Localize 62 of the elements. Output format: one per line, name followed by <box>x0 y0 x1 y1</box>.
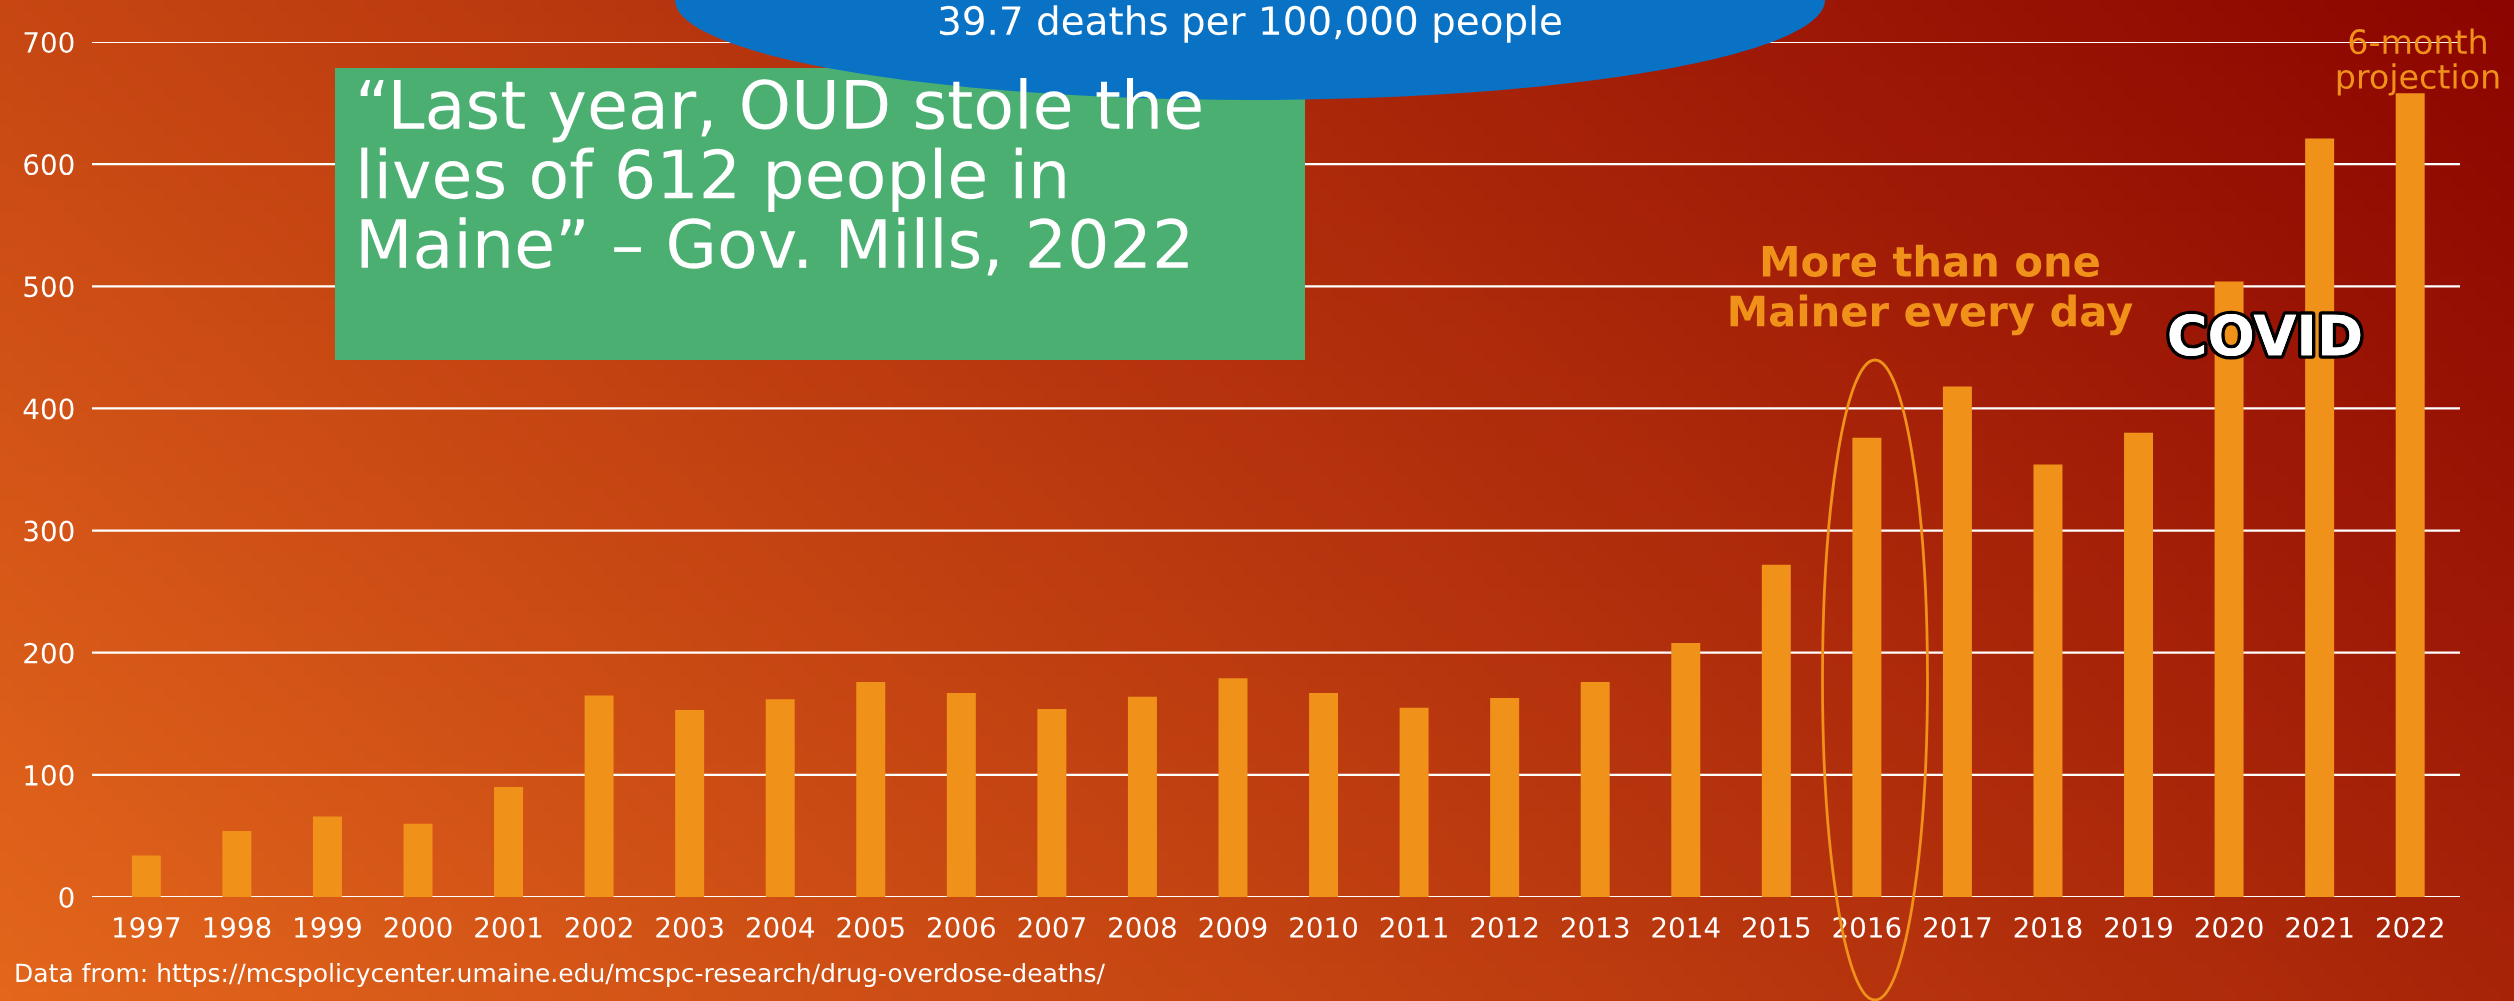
x-tick-label: 2000 <box>384 916 452 938</box>
bar <box>1671 642 1701 897</box>
bar <box>403 823 433 897</box>
bar <box>222 831 252 897</box>
y-tick-label: 300 <box>24 520 74 542</box>
x-tick-label: 2017 <box>1924 916 1991 938</box>
text: Data from: https://mcspolicycenter.umaine.edu/mcspc-research/drug-overdose-deaths/ <box>16 962 1105 988</box>
bar <box>2124 432 2154 897</box>
bar <box>1399 707 1429 897</box>
y-tick-label: 700 <box>24 31 74 53</box>
bar <box>584 695 614 897</box>
x-tick-label: 2022 <box>2376 916 2443 938</box>
bar <box>1580 682 1610 897</box>
x-tick-label: 2011 <box>1380 916 1447 938</box>
bar <box>1490 697 1520 897</box>
x-tick-label: 2016 <box>1833 916 1901 938</box>
x-tick-label: 2009 <box>1199 916 1267 938</box>
bar <box>1761 564 1791 897</box>
x-tick-label: 2002 <box>565 916 632 938</box>
bar <box>856 682 886 897</box>
x-tick-label: 2015 <box>1743 916 1810 938</box>
x-tick-label: 2010 <box>1290 916 1358 938</box>
bar <box>131 855 161 897</box>
x-tick-label: 1999 <box>295 916 361 938</box>
x-tick-label: 2013 <box>1561 916 1629 938</box>
y-tick-label: 200 <box>24 642 74 664</box>
x-tick-label: 2018 <box>2014 916 2082 938</box>
x-tick-label: 2004 <box>746 916 814 938</box>
x-tick-label: 2007 <box>1018 916 1085 938</box>
annotation: More than one Mainer every day <box>1730 244 2133 336</box>
bar <box>1852 437 1882 897</box>
annotation: COVID <box>2169 314 2361 357</box>
x-tick-label: 2001 <box>475 916 542 938</box>
bar <box>675 710 705 897</box>
bar <box>2033 464 2063 897</box>
bar <box>946 693 976 897</box>
bar <box>1309 693 1339 897</box>
bar <box>1037 708 1067 897</box>
annotation: “Last year, OUD stole the lives of 612 people in Maine” – Gov. Mills, 2022 <box>360 78 1201 276</box>
y-tick-label: 0 <box>59 886 74 908</box>
y-tick-label: 400 <box>23 398 74 420</box>
x-tick-label: 1997 <box>114 916 180 938</box>
y-tick-label: 500 <box>24 276 74 298</box>
bar <box>1218 678 1248 897</box>
y-tick-label: 600 <box>24 154 74 176</box>
x-tick-label: 2012 <box>1471 916 1538 938</box>
x-tick-label: 2014 <box>1652 916 1720 938</box>
bar <box>765 699 795 897</box>
x-tick-label: 2006 <box>928 916 995 938</box>
x-tick-label: 2021 <box>2286 916 2353 938</box>
bar <box>1942 386 1972 897</box>
bar <box>494 787 524 897</box>
x-tick-label: 2020 <box>2195 916 2263 938</box>
bar <box>1127 696 1157 897</box>
x-tick-label: 2005 <box>837 916 904 938</box>
bar <box>312 816 342 897</box>
x-tick-label: 2003 <box>656 916 723 938</box>
y-tick-label: 100 <box>25 764 74 786</box>
annotation: 39.7 deaths per 100,000 people <box>940 5 1561 43</box>
x-tick-label: 2008 <box>1109 916 1176 938</box>
x-tick-label: 1998 <box>204 916 271 938</box>
x-tick-label: 2019 <box>2105 916 2172 938</box>
